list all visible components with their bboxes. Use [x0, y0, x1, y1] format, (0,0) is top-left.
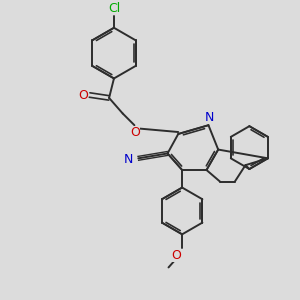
Text: Cl: Cl	[108, 2, 120, 15]
Text: O: O	[171, 249, 181, 262]
Text: O: O	[130, 125, 140, 139]
Text: O: O	[78, 88, 88, 101]
Text: N: N	[205, 111, 214, 124]
Text: N: N	[124, 153, 133, 166]
